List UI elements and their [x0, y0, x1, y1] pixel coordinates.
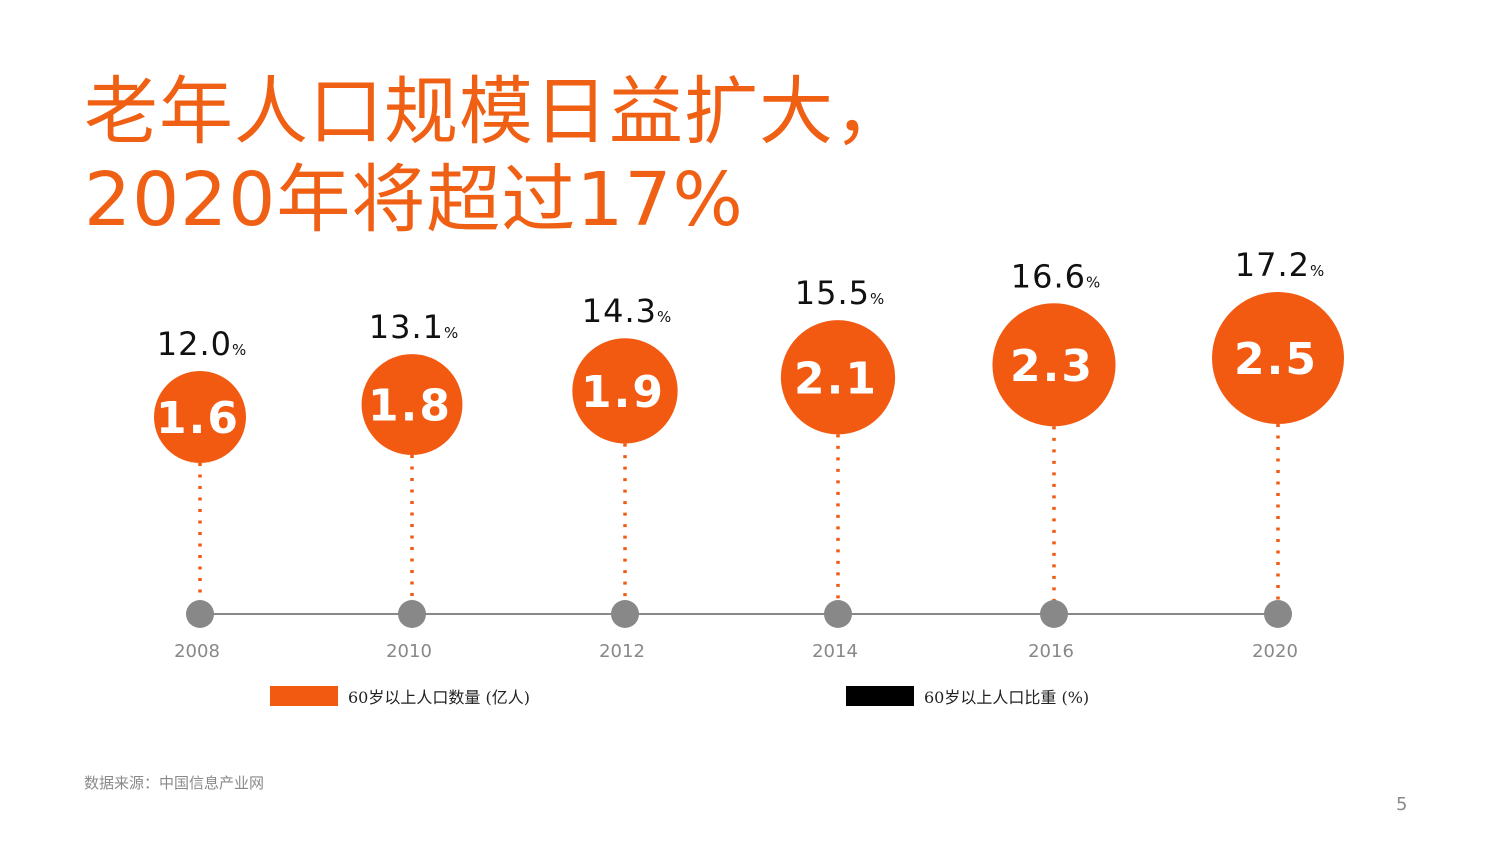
legend-item-ratio: 60岁以上人口比重 (%)	[846, 684, 1089, 708]
data-source-note: 数据来源：中国信息产业网	[84, 774, 265, 792]
page-title: 老年人口规模日益扩大， 2020年将超过17%	[84, 68, 909, 244]
percent-label-2010: 13.1%	[369, 308, 460, 346]
percent-label-2014: 15.5%	[795, 274, 886, 312]
legend-label-population: 60岁以上人口数量 (亿人)	[348, 688, 530, 707]
year-label-2008: 2008	[174, 641, 220, 662]
page-number: 5	[1396, 794, 1408, 815]
bubble-value-2012: 1.9	[581, 367, 665, 418]
axis-marker-2016	[1040, 600, 1068, 628]
axis-marker-2014	[824, 600, 852, 628]
bubble-2016	[992, 303, 1116, 427]
percent-label-2020: 17.2%	[1235, 246, 1326, 284]
bubble-value-2016: 2.3	[1010, 341, 1094, 392]
percent-label-2012: 14.3%	[582, 292, 673, 330]
year-label-2020: 2020	[1252, 641, 1298, 662]
legend-swatch-ratio	[846, 686, 914, 706]
legend-swatch-population	[270, 686, 338, 706]
bubble-2020	[1212, 292, 1344, 424]
axis-marker-2010	[398, 600, 426, 628]
title-line-1: 老年人口规模日益扩大，	[84, 69, 909, 155]
bubble-2014	[780, 320, 896, 435]
bubble-2010	[361, 354, 463, 455]
legend-label-ratio: 60岁以上人口比重 (%)	[924, 688, 1090, 707]
year-label-2010: 2010	[386, 641, 432, 662]
legend-item-population: 60岁以上人口数量 (亿人)	[270, 684, 530, 708]
bubble-value-2010: 1.8	[368, 381, 452, 432]
axis-marker-2012	[611, 600, 639, 628]
bubble-value-2008: 1.6	[156, 393, 240, 444]
axis-marker-2020	[1264, 600, 1292, 628]
axis-marker-2008	[186, 600, 214, 628]
year-label-2014: 2014	[812, 641, 858, 662]
year-label-2016: 2016	[1028, 641, 1074, 662]
bubble-2012	[572, 338, 678, 444]
bubble-value-2020: 2.5	[1234, 334, 1318, 385]
title-line-2: 2020年将超过17%	[84, 157, 744, 243]
percent-label-2008: 12.0%	[157, 325, 248, 363]
bubble-2008	[154, 371, 246, 463]
year-label-2012: 2012	[599, 641, 645, 662]
bubble-value-2014: 2.1	[794, 353, 878, 404]
percent-label-2016: 16.6%	[1011, 257, 1102, 295]
